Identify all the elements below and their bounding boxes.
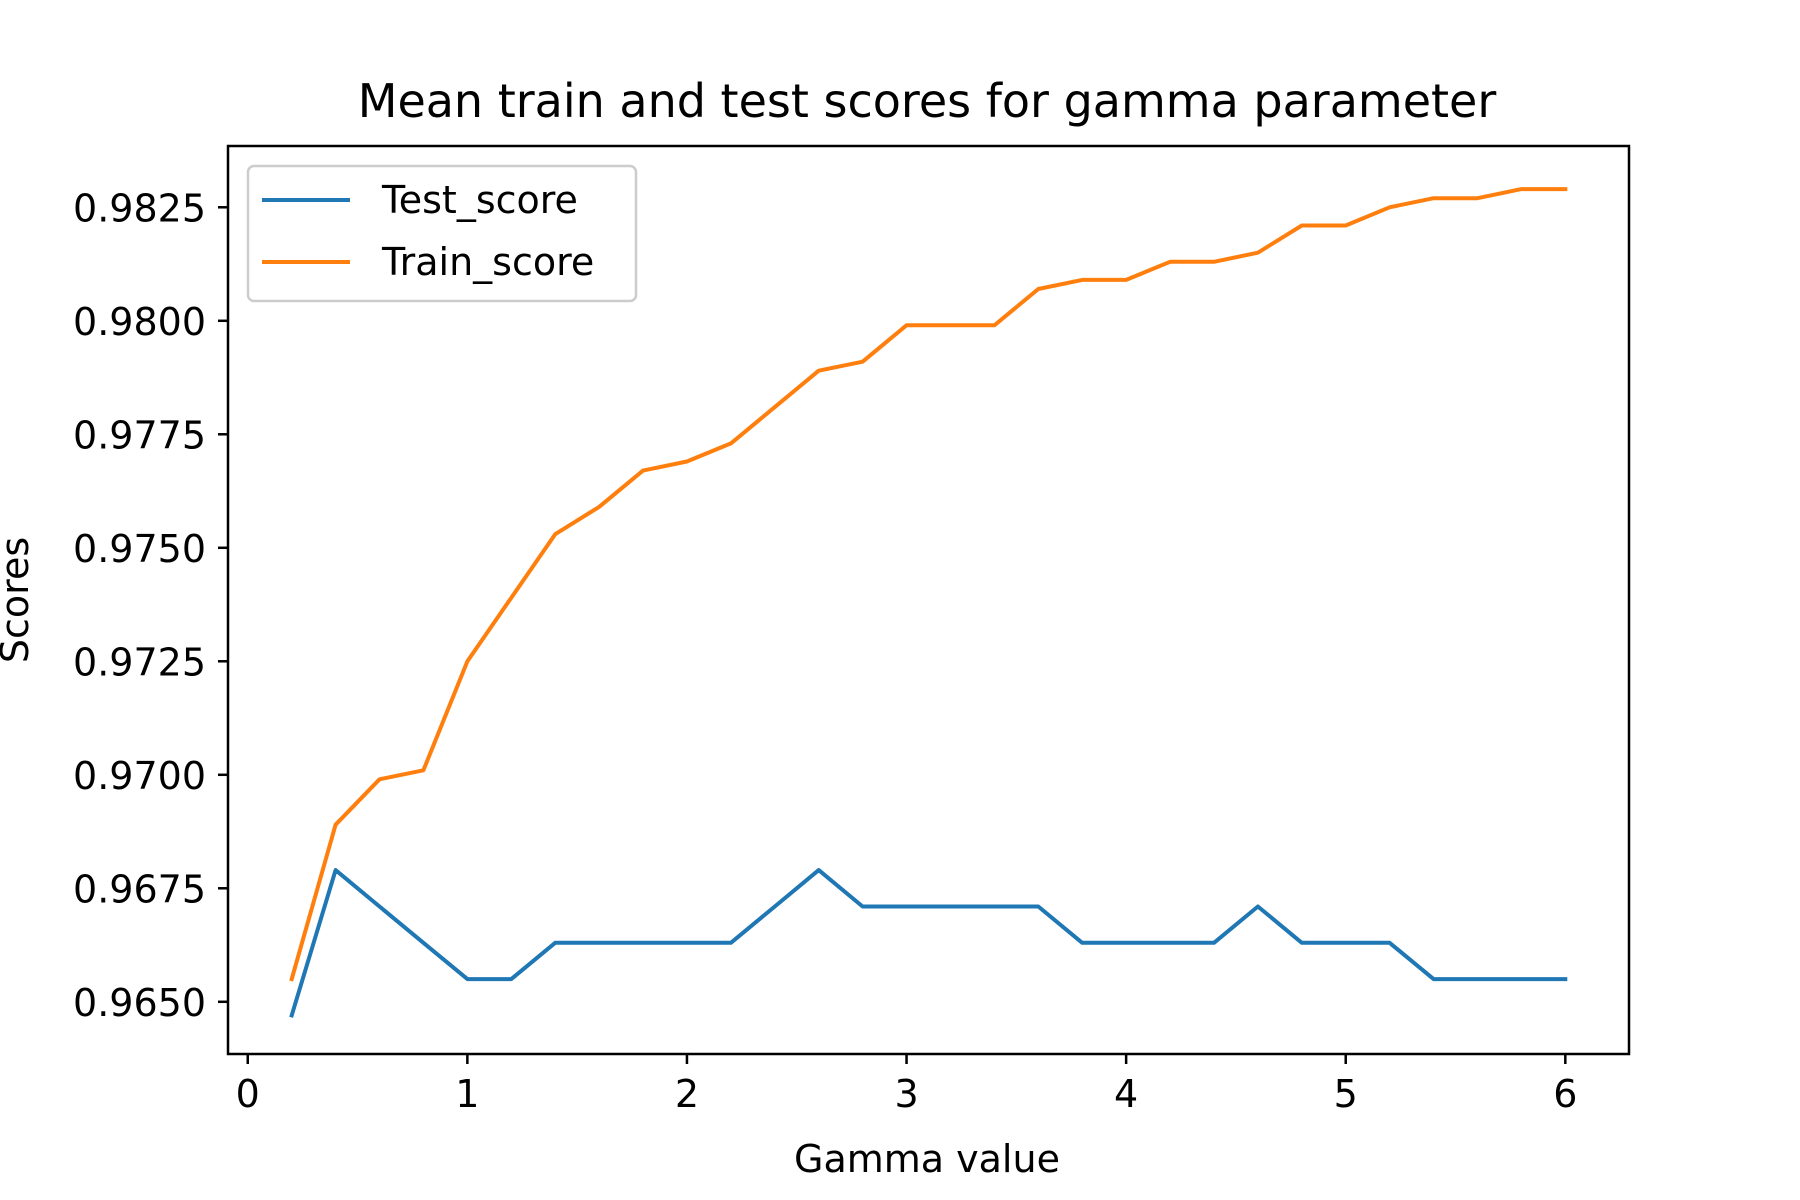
y-tick-label: 0.9675	[73, 867, 206, 911]
y-tick-label: 0.9725	[73, 640, 206, 684]
y-tick-label: 0.9775	[73, 413, 206, 457]
series-layer	[289, 187, 1568, 1018]
x-tick-label: 3	[894, 1072, 918, 1116]
x-tick-label: 4	[1114, 1072, 1138, 1116]
legend: Test_score Train_score	[246, 164, 638, 303]
x-axis-ticks: 0 1 2 3 4 5 6	[236, 1054, 1577, 1116]
y-tick-label: 0.9800	[73, 300, 206, 344]
x-tick-label: 0	[236, 1072, 260, 1116]
series-line-train-score	[289, 187, 1568, 982]
x-tick-label: 6	[1553, 1072, 1577, 1116]
x-tick-label: 5	[1334, 1072, 1358, 1116]
x-axis-label: Gamma value	[794, 1137, 1060, 1181]
y-tick-label: 0.9650	[73, 981, 206, 1025]
x-tick-label: 1	[455, 1072, 479, 1116]
series-line-test-score	[289, 868, 1568, 1018]
y-axis-label: Scores	[0, 537, 37, 663]
chart-title: Mean train and test scores for gamma par…	[358, 74, 1497, 128]
y-tick-label: 0.9825	[73, 186, 206, 230]
y-tick-label: 0.9700	[73, 754, 206, 798]
legend-label-train-score: Train_score	[381, 240, 594, 284]
y-tick-label: 0.9750	[73, 527, 206, 571]
plot-frame	[226, 144, 1631, 1056]
x-tick-label: 2	[675, 1072, 699, 1116]
legend-label-test-score: Test_score	[381, 178, 578, 222]
y-axis-ticks: 0.9650 0.9675 0.9700 0.9725 0.9750 0.9775 0.98…	[73, 186, 228, 1025]
